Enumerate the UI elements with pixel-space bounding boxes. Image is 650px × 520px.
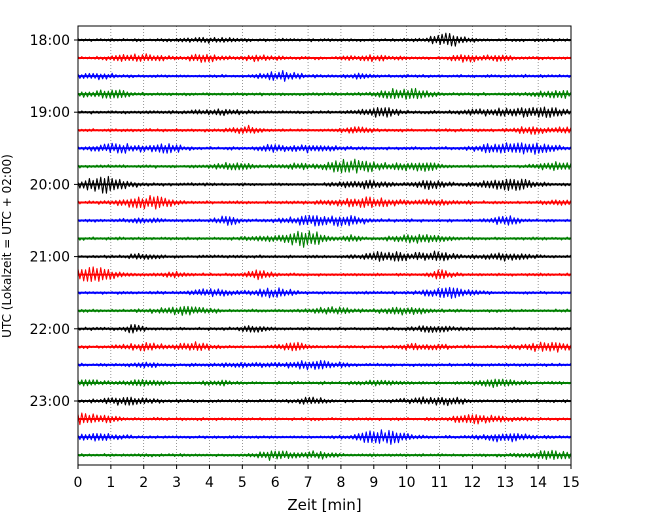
x-tick-label-7: 7 [304,475,313,491]
y-tick-label-18:00: 18:00 [30,33,70,49]
y-axis-ticks: 18:00 19:00 20:00 21:00 22:00 23:00 [30,33,78,410]
x-tick-label-5: 5 [238,475,247,491]
grid-lines [110,26,539,465]
y-tick-label-19:00: 19:00 [30,105,70,121]
x-tick-label-4: 4 [205,475,214,491]
y-tick-label-23:00: 23:00 [30,394,70,410]
x-tick-label-6: 6 [271,475,280,491]
plot-frame [77,25,572,466]
x-tick-label-2: 2 [139,475,148,491]
x-tick-label-14: 14 [529,475,547,491]
x-tick-label-3: 3 [172,475,181,491]
x-tick-label-8: 8 [336,475,345,491]
x-tick-label-1: 1 [106,475,115,491]
y-tick-label-20:00: 20:00 [30,177,70,193]
x-tick-label-15: 15 [562,475,580,491]
seismic-traces [77,32,572,461]
x-tick-label-13: 13 [496,475,514,491]
y-tick-label-21:00: 21:00 [30,250,70,266]
y-tick-label-22:00: 22:00 [30,322,70,338]
x-tick-label-0: 0 [74,475,83,491]
x-tick-label-9: 9 [369,475,378,491]
y-axis-label: UTC (Lokalzeit = UTC + 02:00) [0,154,14,338]
x-tick-label-12: 12 [463,475,481,491]
trace-19:30 [77,142,572,155]
x-tick-label-10: 10 [398,475,416,491]
x-tick-label-11: 11 [431,475,449,491]
x-axis-ticks: 0 1 2 3 4 5 6 7 8 9 10 11 12 13 14 15 [74,465,580,491]
x-axis-label: Zeit [min] [287,496,361,514]
